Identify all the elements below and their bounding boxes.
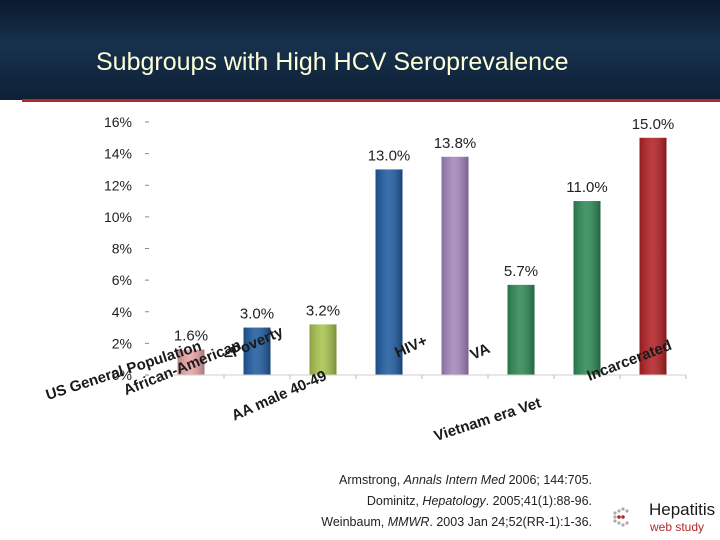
y-tick-label: 10%	[104, 209, 132, 225]
title-underline	[22, 99, 720, 102]
citations: Armstrong, Annals Intern Med 2006; 144:7…	[321, 470, 592, 533]
title-bar	[0, 0, 720, 100]
hepatitis-web-study-logo: Hepatitis web study	[612, 498, 716, 536]
bar-shading	[441, 156, 469, 375]
slide-title: Subgroups with High HCV Seroprevalence	[96, 48, 569, 76]
y-tick-label: 2%	[112, 335, 132, 351]
y-tick-label: 16%	[104, 114, 132, 130]
data-label: 1.6%	[174, 328, 208, 345]
y-tick-label: 12%	[104, 177, 132, 193]
data-label: 5.7%	[504, 263, 538, 280]
category-label: AA male 40-49	[229, 367, 329, 424]
data-label: 11.0%	[566, 179, 607, 196]
data-label: 13.0%	[368, 147, 411, 164]
bar-shading	[375, 169, 403, 375]
y-tick-label: 0%	[112, 367, 132, 383]
data-label: 15.0%	[632, 116, 675, 133]
dots-logo-icon	[613, 507, 629, 527]
y-tick-label: 8%	[112, 241, 132, 257]
y-tick-label: 14%	[104, 146, 132, 162]
bar-shading	[309, 324, 337, 375]
bar-shading	[243, 327, 271, 375]
y-tick-label: 6%	[112, 272, 132, 288]
category-label: Vietnam era Vet	[432, 394, 543, 445]
bar-chart: 0% 2% 4% 6% 8% 10% 12% 14% 16% 1.6% 3.0% 3.2% 13.0%…	[44, 114, 687, 445]
logo-sub-text: web study	[650, 520, 705, 534]
citation-weinbaum: Weinbaum, MMWR. 2003 Jan 24;52(RR-1):1-3…	[321, 515, 592, 529]
data-label: 3.0%	[240, 306, 274, 323]
y-axis: 0% 2% 4% 6% 8% 10% 12% 14% 16%	[104, 114, 149, 383]
bar-shading	[507, 284, 535, 375]
bar-shading	[573, 201, 601, 375]
bars: 1.6% 3.0% 3.2% 13.0% 13.8% 5.7% 11.0% 15.0%	[174, 116, 674, 375]
bar-shading	[639, 137, 667, 375]
data-label: 13.8%	[434, 135, 477, 152]
logo-main-text: Hepatitis	[649, 500, 716, 519]
citation-armstrong: Armstrong, Annals Intern Med 2006; 144:7…	[339, 473, 592, 487]
bar-shading	[177, 349, 205, 375]
y-tick-label: 4%	[112, 304, 132, 320]
category-label: VA	[468, 340, 493, 364]
data-label: 3.2%	[306, 302, 340, 319]
citation-dominitz: Dominitz, Hepatology. 2005;41(1):88-96.	[366, 494, 592, 508]
